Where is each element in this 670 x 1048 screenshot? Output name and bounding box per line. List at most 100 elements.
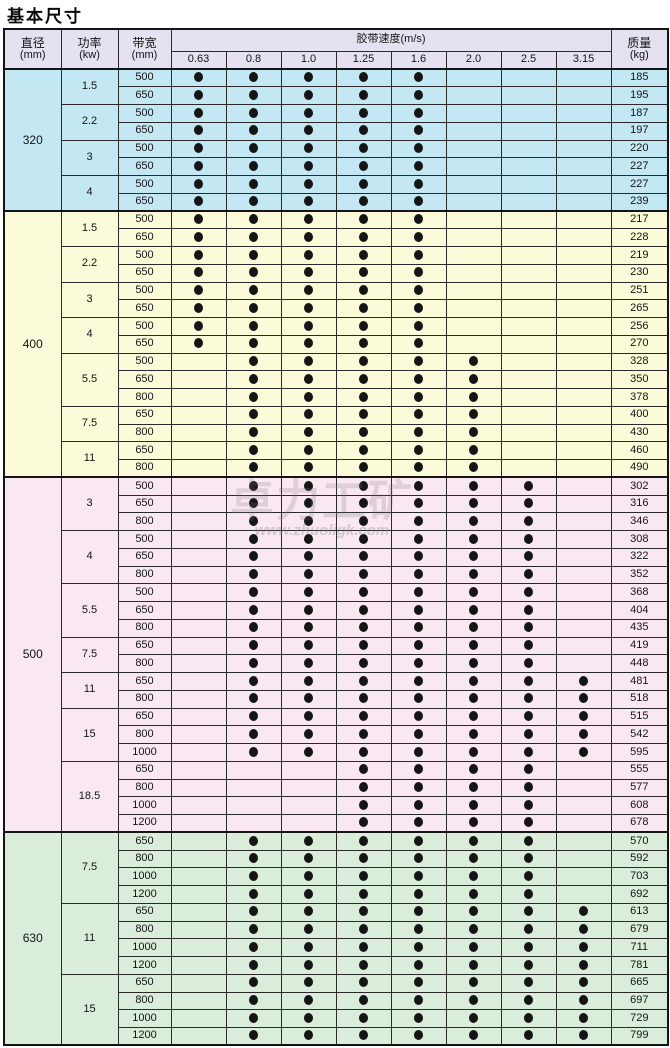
speed-dot-cell <box>335 104 392 123</box>
mass-cell: 592 <box>610 849 669 869</box>
speed-dot-cell <box>225 1027 282 1046</box>
speed-dot-cell <box>445 618 502 638</box>
speed-dot <box>524 640 533 651</box>
speed-dot-cell <box>280 441 337 460</box>
speed-dot-cell <box>445 157 502 176</box>
mass-cell: 481 <box>610 672 669 691</box>
table-row: 1000 595 <box>4 743 669 762</box>
speed-dot-cell <box>170 973 227 993</box>
speed-dot <box>469 569 478 580</box>
speed-dot-cell <box>335 973 392 993</box>
table-row: 3 500 251 <box>4 281 669 318</box>
speed-dot-cell <box>280 86 337 105</box>
speed-dot-cell <box>335 760 392 780</box>
power-cell: 11 <box>60 672 119 709</box>
speed-dot <box>524 693 533 704</box>
speed-dot-cell <box>225 654 282 673</box>
speed-dot-cell <box>280 263 337 283</box>
speed-dot-cell <box>170 175 227 194</box>
speed-dot-cell <box>500 1027 557 1046</box>
speed-dot-cell <box>390 902 447 922</box>
mass-cell: 703 <box>610 867 669 886</box>
table-row: 650 228 <box>4 228 669 247</box>
speed-dot-cell <box>335 121 392 141</box>
speed-dot <box>414 498 423 509</box>
speed-dot-cell <box>555 210 612 230</box>
speed-dot <box>469 1012 478 1023</box>
speed-dot-cell <box>390 494 447 514</box>
speed-dot <box>359 214 368 225</box>
speed-dot-cell <box>335 618 392 638</box>
table-row: 800 542 <box>4 725 669 744</box>
speed-dot-cell <box>335 157 392 176</box>
speed-dot-cell <box>555 778 612 798</box>
speed-dot <box>469 640 478 651</box>
speed-dot <box>249 977 258 988</box>
speed-dot-cell <box>280 317 337 336</box>
speed-dot-cell <box>225 831 282 851</box>
speed-dot-cell <box>445 814 502 833</box>
speed-dot <box>414 888 423 899</box>
speed-dot <box>524 799 533 810</box>
speed-dot-cell <box>335 902 392 922</box>
speed-dot-cell <box>170 583 227 602</box>
speed-dot <box>524 533 533 544</box>
table-row: 4 500 256 <box>4 317 669 354</box>
speed-dot <box>359 320 368 331</box>
speed-dot <box>304 941 313 952</box>
speed-dot-cell <box>225 689 282 709</box>
speed-dot <box>469 711 478 722</box>
speed-dot-cell <box>555 530 612 549</box>
col-header-belt-speed-group: 胶带速度(m/s) <box>170 28 612 52</box>
speed-dot-cell <box>390 86 447 105</box>
speed-dot <box>414 906 423 917</box>
belt-width-cell: 650 <box>117 707 172 727</box>
speed-dot-cell <box>170 530 227 549</box>
speed-dot-cell <box>170 725 227 744</box>
col-header-speed: 3.15 <box>555 50 612 70</box>
speed-dot <box>414 711 423 722</box>
belt-width-cell: 800 <box>117 920 172 940</box>
speed-dot <box>194 160 203 171</box>
speed-dot <box>304 569 313 580</box>
speed-dot-cell <box>445 334 502 354</box>
mass-cell: 239 <box>610 192 669 212</box>
speed-dot-cell <box>555 352 612 372</box>
table-row: 11 650 460 <box>4 441 669 478</box>
speed-dot-cell <box>225 175 282 194</box>
speed-dot-cell <box>170 104 227 123</box>
speed-dot-cell <box>170 246 227 265</box>
speed-dot-cell <box>335 654 392 673</box>
belt-width-cell: 650 <box>117 601 172 620</box>
speed-dot-cell <box>225 512 282 531</box>
speed-dot-cell <box>280 902 337 922</box>
table-row: 7.5 650 400 <box>4 405 669 443</box>
speed-dot <box>249 338 258 349</box>
speed-dot <box>524 1030 533 1041</box>
speed-dot-cell <box>225 246 282 265</box>
speed-dot-cell <box>390 228 447 247</box>
speed-dot <box>359 728 368 739</box>
speed-dot <box>359 853 368 864</box>
speed-dot-cell <box>500 370 557 389</box>
diameter-cell: 500 <box>3 476 62 833</box>
speed-dot <box>469 817 478 828</box>
speed-dot <box>249 409 258 420</box>
speed-dot <box>359 959 368 970</box>
speed-dot-cell <box>500 175 557 194</box>
speed-dot <box>304 444 313 455</box>
speed-dot-cell <box>225 423 282 443</box>
speed-dot-cell <box>280 494 337 514</box>
speed-dot-cell <box>335 636 392 656</box>
speed-dot <box>524 711 533 722</box>
speed-dot-cell <box>225 636 282 656</box>
speed-dot <box>414 622 423 633</box>
speed-dot-cell <box>170 228 227 247</box>
speed-dot-cell <box>555 760 612 780</box>
speed-dot-cell <box>225 157 282 176</box>
power-cell: 1.5 <box>60 210 119 247</box>
diameter-unit: (mm) <box>19 48 46 61</box>
speed-dot-cell <box>500 317 557 336</box>
belt-width-cell: 800 <box>117 459 172 478</box>
speed-dot <box>304 888 313 899</box>
